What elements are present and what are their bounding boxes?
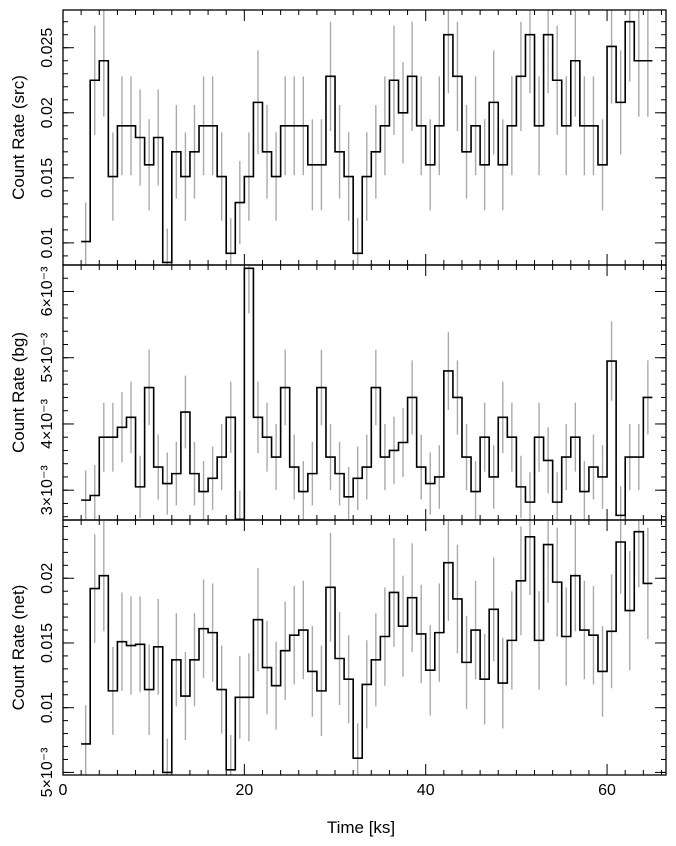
- y-tick-label: 3×10⁻³: [39, 465, 56, 515]
- panels: 0.01 0.015 0.02 0.025 Count Rate (src) 3×10⁻³…: [9, 9, 667, 799]
- x-tick-label: 0: [59, 782, 68, 799]
- net-panel: 5×10⁻³ 0.01 0.015 0.02 Count Rate (net): [9, 519, 667, 797]
- x-axis-label: Time [ks]: [327, 818, 395, 837]
- y-tick-label: 0.01: [39, 227, 56, 258]
- y-tick-label: 0.01: [39, 692, 56, 723]
- y-axis-label: Count Rate (src): [9, 75, 28, 200]
- y-axis-label: Count Rate (bg): [9, 332, 28, 453]
- panel-frame: [62, 519, 667, 776]
- y-tick-label: 4×10⁻³: [39, 398, 56, 448]
- x-tick-label: 20: [235, 782, 253, 799]
- bg-panel: 3×10⁻³ 4×10⁻³ 5×10⁻³ 6×10⁻³ Count Rate (bg): [9, 264, 667, 521]
- y-tick-label: 5×10⁻³: [39, 332, 56, 382]
- y-tick-label: 5×10⁻³: [39, 747, 56, 797]
- x-tick-label: 60: [598, 782, 616, 799]
- light-curve-step: [81, 267, 653, 521]
- y-tick-label: 0.02: [39, 563, 56, 594]
- x-tick-label: 40: [417, 782, 435, 799]
- y-tick-label: 0.02: [39, 97, 56, 128]
- light-curve-step: [81, 20, 653, 264]
- y-tick-label: 0.015: [39, 158, 56, 198]
- y-tick-label: 0.025: [39, 28, 56, 68]
- src-panel: 0.01 0.015 0.02 0.025 Count Rate (src): [9, 9, 667, 266]
- y-tick-label: 0.015: [39, 623, 56, 663]
- y-axis-label: Count Rate (net): [9, 585, 28, 711]
- light-curve-step: [81, 530, 653, 774]
- y-tick-label: 6×10⁻³: [39, 266, 56, 316]
